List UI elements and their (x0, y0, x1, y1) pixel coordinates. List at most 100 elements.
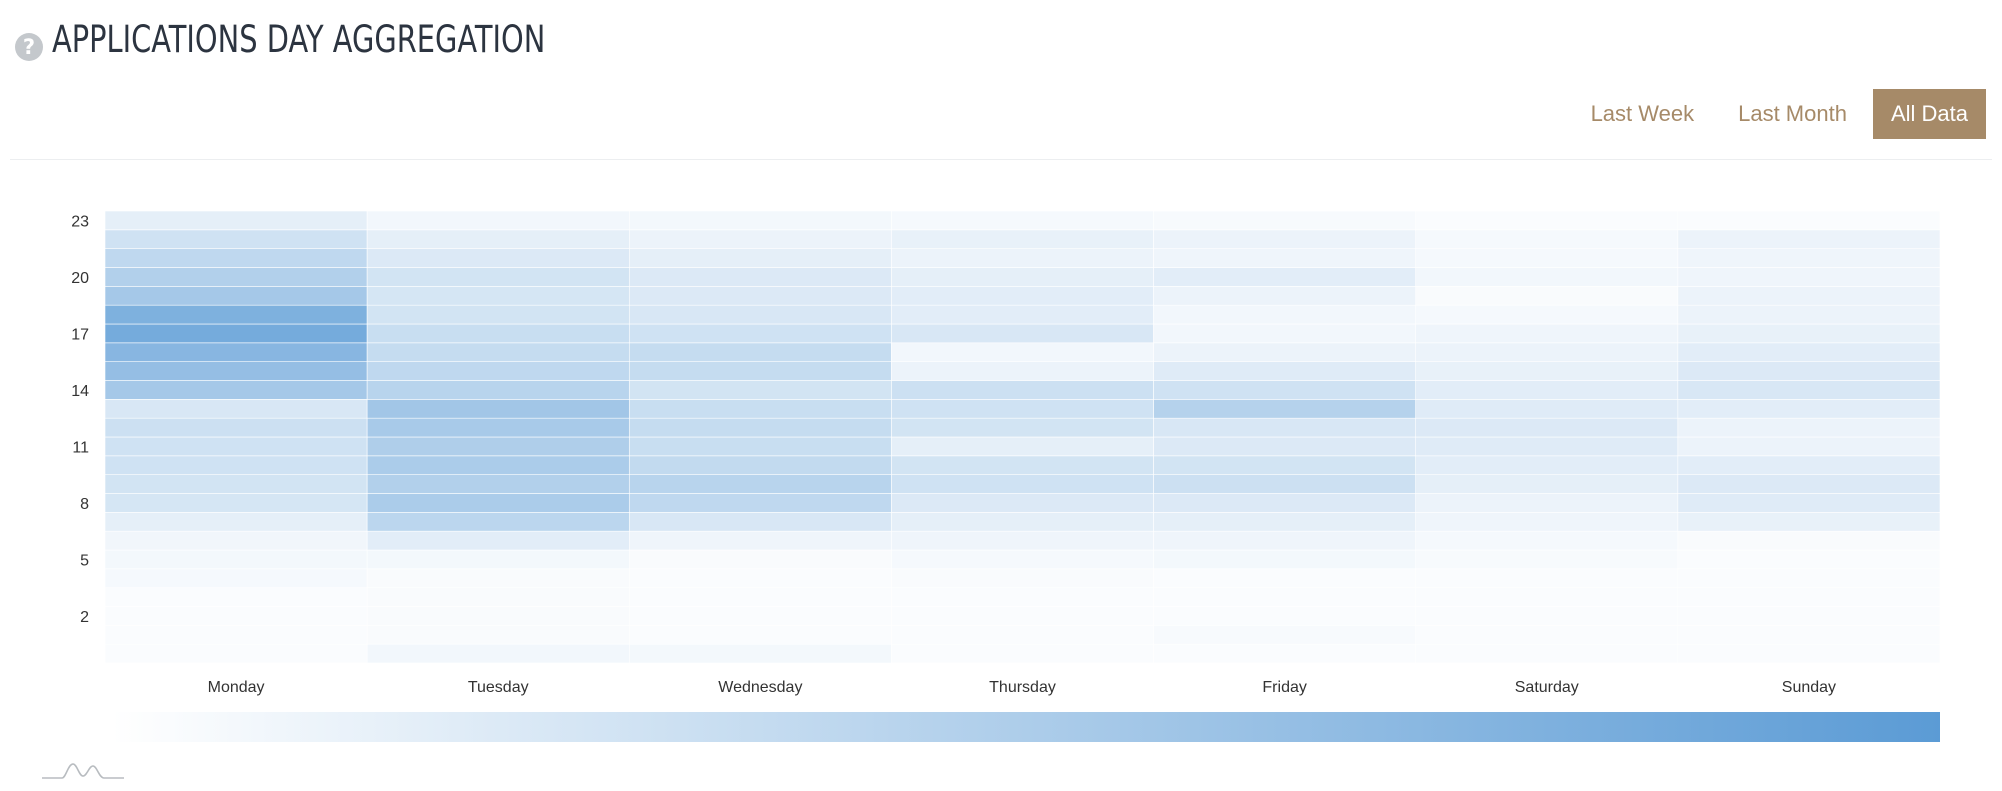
legend-tick-label: 250 (1892, 747, 1917, 750)
last-week-button[interactable]: Last Week (1590, 101, 1695, 126)
heatmap-cell (1677, 549, 1941, 570)
heatmap-cell (1153, 530, 1417, 551)
heatmap-cell (1677, 625, 1941, 645)
chart-header: ? APPLICATIONS DAY AGGREGATION Last Week… (0, 0, 2002, 160)
legend-tick-label: 30 (319, 747, 336, 750)
heatmap-cell (891, 606, 1154, 626)
heatmap-cell (1677, 399, 1941, 419)
heatmap-cell (1153, 436, 1417, 457)
y-tick-label: 2 (80, 609, 89, 626)
heatmap-cell (104, 587, 368, 607)
heatmap-cell (104, 417, 368, 438)
y-tick-label: 17 (71, 326, 89, 343)
heatmap-cell (366, 380, 630, 400)
heatmap-cell (628, 512, 892, 532)
heatmap-cell (628, 549, 892, 570)
heatmap-cell (1415, 342, 1679, 362)
heatmap-cell (1677, 248, 1941, 268)
heatmap-cell (628, 530, 892, 551)
heatmap-cells (104, 210, 1941, 664)
x-axis: Monday Tuesday Wednesday Thursday Friday Satu… (208, 679, 1836, 696)
all-data-button[interactable]: All Data (1872, 89, 1986, 139)
heatmap-cell (366, 210, 630, 231)
heatmap-cell (628, 267, 892, 287)
heatmap-cell (1677, 229, 1941, 249)
heatmap-cell (104, 606, 368, 626)
heatmap-cell (1677, 455, 1941, 475)
heatmap-cell (628, 399, 892, 419)
heatmap-cell (628, 286, 892, 306)
heatmap-cell (366, 248, 630, 268)
heatmap-cell (1677, 643, 1941, 664)
heatmap-cell (628, 417, 892, 438)
heatmap-cell (1677, 512, 1941, 532)
heatmap-cell (1153, 342, 1417, 362)
heatmap-cell (104, 643, 368, 664)
heatmap-cell (628, 474, 892, 494)
heatmap-cell (1415, 380, 1679, 400)
heatmap-cell (628, 304, 892, 325)
last-month-button[interactable]: Last Month (1738, 101, 1847, 126)
legend-tick-label: 170 (1318, 747, 1343, 750)
heatmap-cell (891, 493, 1154, 513)
heatmap-cell (1153, 267, 1417, 287)
heatmap-cell (891, 361, 1154, 381)
heatmap-cell (1415, 286, 1679, 306)
heatmap-cell (366, 568, 630, 588)
heatmap-cell (1415, 229, 1679, 249)
heatmap-cell (1415, 474, 1679, 494)
legend-tick-label: 140 (1103, 747, 1128, 750)
question-circle-icon[interactable]: ? (15, 33, 43, 61)
heatmap-cell (891, 530, 1154, 551)
heatmap-cell (104, 512, 368, 532)
y-tick-label: 23 (71, 213, 89, 230)
heatmap-cell (366, 625, 630, 645)
legend-tick-label: 10 (175, 747, 192, 750)
x-tick-label: Wednesday (718, 679, 802, 696)
heatmap-cell (891, 323, 1154, 344)
heatmap-cell (628, 625, 892, 645)
legend-tick-label: 210 (1605, 747, 1630, 750)
heatmap-cell (1415, 606, 1679, 626)
heatmap-cell (1415, 248, 1679, 268)
heatmap-cell (104, 267, 368, 287)
heatmap-cell (1153, 643, 1417, 664)
heatmap-cell (628, 568, 892, 588)
heatmap-cell (1415, 436, 1679, 457)
heatmap-cell (1677, 286, 1941, 306)
heatmap-cell (1153, 286, 1417, 306)
heatmap-cell (1415, 625, 1679, 645)
heatmap-cell (891, 643, 1154, 664)
heatmap-cell (891, 568, 1154, 588)
heatmap-cell (104, 210, 368, 231)
heatmap-cell (1153, 587, 1417, 607)
heatmap-cell (104, 323, 368, 344)
heatmap-cell (1415, 323, 1679, 344)
heatmap-cell (366, 606, 630, 626)
heatmap-cell (1415, 512, 1679, 532)
heatmap-cell (366, 229, 630, 249)
heatmap-cell (1153, 361, 1417, 381)
heatmap-cell (104, 361, 368, 381)
heatmap-cell (104, 549, 368, 570)
heatmap-cell (1415, 210, 1679, 231)
legend-tick-label: 90 (749, 747, 766, 750)
heatmap-cell (628, 248, 892, 268)
heatmap-cell (1677, 568, 1941, 588)
heatmap-cell (104, 436, 368, 457)
legend-tick-label: 40 (390, 747, 407, 750)
heatmap-cell (891, 417, 1154, 438)
time-range-filters: Last Week Last Month All Data (1565, 89, 1986, 139)
heatmap-cell (1677, 587, 1941, 607)
heatmap-cell (104, 455, 368, 475)
watermark-logo-icon (42, 763, 124, 779)
x-tick-label: Friday (1262, 679, 1306, 696)
heatmap-cell (104, 304, 368, 325)
heatmap-cell (628, 361, 892, 381)
legend-tick-label: 240 (1820, 747, 1845, 750)
legend-tick-label: 220 (1677, 747, 1702, 750)
heatmap-cell (1415, 455, 1679, 475)
heatmap-cell (1415, 304, 1679, 325)
heatmap-cell (1415, 267, 1679, 287)
heatmap-cell (1415, 643, 1679, 664)
